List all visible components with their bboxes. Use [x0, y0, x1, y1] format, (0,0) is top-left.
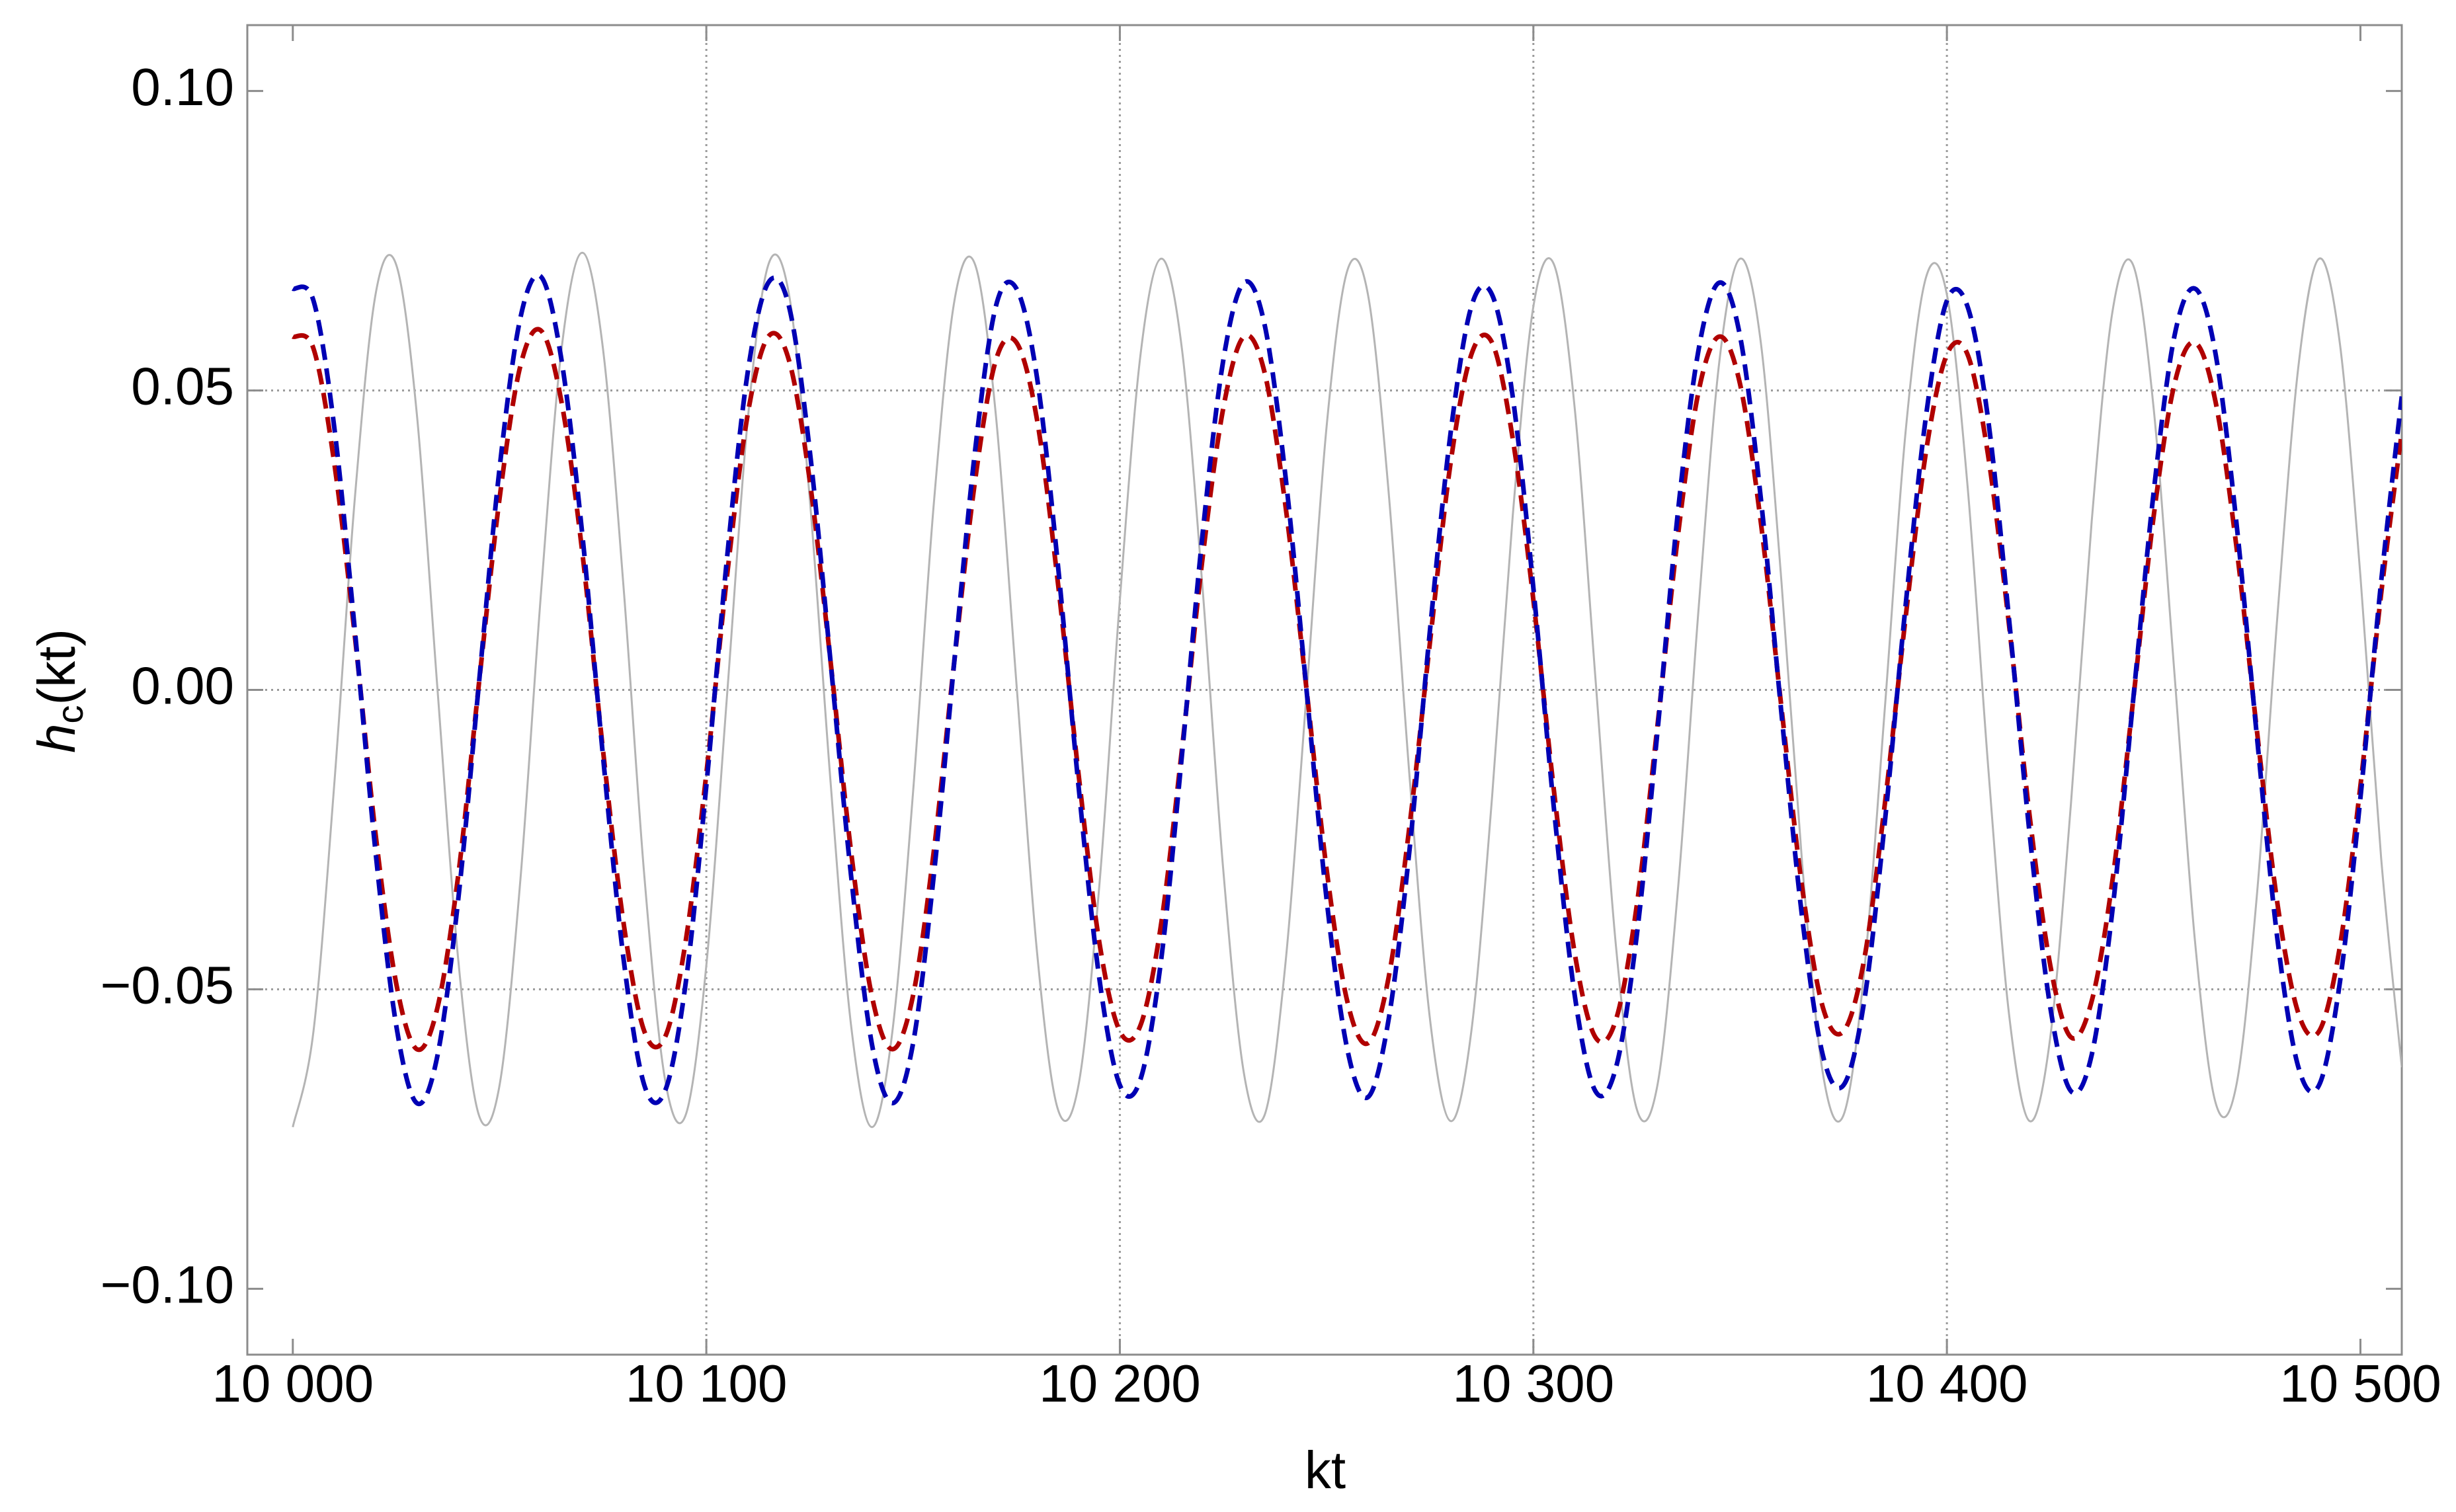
y-tick-label: −0.05 [101, 956, 234, 1015]
x-tick-label: 10 000 [212, 1354, 374, 1413]
x-axis-title: kt [1305, 1441, 1346, 1499]
data-line [292, 327, 2402, 1053]
data-line [292, 272, 2402, 1107]
y-title-argument: (kt) [27, 629, 86, 705]
y-title-symbol: h [27, 724, 86, 754]
x-tick-label: 10 100 [626, 1354, 788, 1413]
x-tick-label: 10 500 [2279, 1354, 2441, 1413]
y-title-subscript: c [49, 705, 91, 724]
y-tick-label: 0.10 [131, 58, 234, 116]
y-tick-label: 0.05 [131, 357, 234, 416]
y-axis-title: hc(kt) [27, 629, 91, 753]
y-tick-label: −0.10 [101, 1255, 234, 1314]
y-tick-label: 0.00 [131, 657, 234, 715]
x-tick-label: 10 400 [1866, 1354, 2028, 1413]
x-tick-label: 10 200 [1039, 1354, 1201, 1413]
x-tick-label: 10 300 [1452, 1354, 1614, 1413]
